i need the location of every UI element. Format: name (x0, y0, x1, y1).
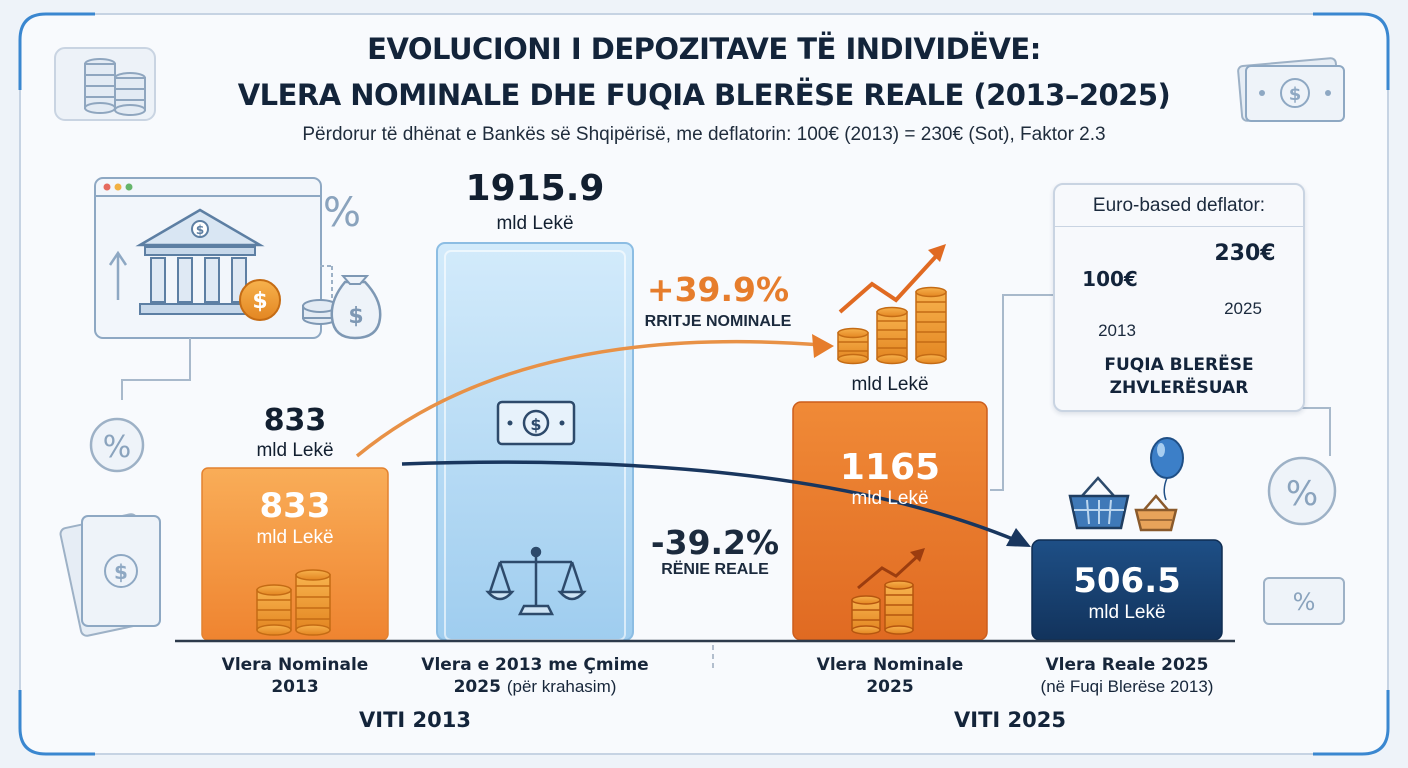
group-label-2025: VITI 2025 (954, 708, 1066, 732)
category-label-3: Vlera Nominale 2025 (790, 654, 990, 698)
banknote-icon: $ (59, 513, 161, 637)
category-label-1: Vlera Nominale 2013 (195, 654, 395, 698)
deflator-right-year: 2025 (1224, 299, 1262, 318)
trend-up-icon (838, 244, 946, 314)
bar1-unit: mld Lekë (256, 527, 334, 548)
category-label-3-line1: Vlera Nominale (816, 655, 964, 675)
real-decline-label: RËNIE REALE (661, 561, 769, 578)
svg-text:%: % (323, 190, 361, 236)
nominal-growth-pct: +39.9% (646, 270, 790, 309)
percent-icon: % (320, 190, 361, 300)
deflator-panel (1053, 183, 1305, 412)
bar4-unit: mld Lekë (1088, 602, 1166, 623)
bar1-value-label: 833 (259, 486, 331, 526)
coin-stack-icon (54, 47, 156, 121)
svg-text:%: % (103, 430, 132, 465)
svg-text:$: $ (530, 415, 541, 434)
svg-text:$: $ (114, 560, 128, 584)
nominal-growth-arrow (355, 339, 823, 458)
bar4-value-label: 506.5 (1073, 561, 1181, 601)
real-decline-pct: -39.2% (650, 523, 780, 562)
coin-stack-icon (837, 286, 947, 365)
deflator-caption-line2: ZHVLERËSUAR (1109, 378, 1249, 398)
category-label-2-line2a: 2025 (453, 677, 501, 697)
chart-title-line2: VLERA NOMINALE DHE FUQIA BLERËSE REALE (… (237, 78, 1171, 112)
bar2-unit: mld Lekë (496, 213, 574, 234)
deflator-heading: Euro-based deflator: (1092, 195, 1266, 216)
deflator-left-year: 2013 (1098, 321, 1136, 340)
category-label-2-line1: Vlera e 2013 me Çmime (421, 655, 649, 675)
category-label-1-line2: 2013 (271, 677, 319, 697)
bar3-unit: mld Lekë (851, 488, 929, 509)
svg-text:$: $ (252, 289, 267, 314)
banknote-icon: $ (496, 400, 576, 446)
category-label-4-line1: Vlera Reale 2025 (1045, 655, 1209, 675)
coin-stack-icon (256, 569, 331, 636)
bar3-outside-unit: mld Lekë (851, 374, 929, 395)
percent-icon: % (89, 417, 145, 473)
category-label-4-line2: (në Fuqi Blerëse 2013) (1040, 677, 1214, 696)
svg-text:$: $ (348, 304, 363, 329)
category-label-3-line2: 2025 (866, 677, 914, 697)
svg-text:$: $ (196, 223, 204, 237)
coin-stack-icon (851, 580, 914, 635)
svg-text:%: % (1286, 474, 1318, 514)
group-label-2013: VITI 2013 (359, 708, 471, 732)
nominal-growth-label: RRITJE NOMINALE (644, 313, 792, 330)
svg-text:%: % (1293, 588, 1316, 616)
bank-icon: $ $ (94, 177, 322, 339)
svg-text:$: $ (1289, 84, 1302, 105)
category-label-4: Vlera Reale 2025 (në Fuqi Blerëse 2013) (1017, 654, 1237, 698)
deflator-divider (1055, 226, 1303, 227)
basket-icon (1068, 476, 1130, 530)
deflator-caption-line1: FUQIA BLERËSE (1104, 355, 1254, 375)
deflator-left-value: 100€ (1082, 267, 1138, 291)
trend-up-icon (857, 548, 925, 590)
chart-subtitle: Përdorur të dhënat e Bankës së Shqipëris… (302, 124, 1106, 145)
balloon-icon (1150, 437, 1184, 501)
category-label-2: Vlera e 2013 me Çmime 2025 (për krahasim… (420, 654, 650, 698)
chart-title-line1: EVOLUCIONI I DEPOZITAVE TË INDIVIDËVE: (367, 32, 1041, 66)
bar1-outside-value: 833 (263, 403, 327, 438)
scale-icon (485, 546, 587, 616)
deflator-right-value: 230€ (1214, 241, 1276, 266)
bar2-value-label: 1915.9 (465, 168, 605, 209)
percent-icon: % % (1263, 456, 1345, 625)
bar1-outside-unit: mld Lekë (256, 440, 334, 461)
category-label-1-line1: Vlera Nominale (221, 655, 369, 675)
money-bag-icon: $ (302, 275, 382, 340)
bar3-value-label: 1165 (839, 447, 941, 488)
real-decline-arrow (401, 460, 1021, 544)
category-label-2-line2b: (për krahasim) (506, 677, 617, 696)
banknote-icon: $ (1237, 57, 1345, 122)
basket-icon (1134, 494, 1178, 532)
